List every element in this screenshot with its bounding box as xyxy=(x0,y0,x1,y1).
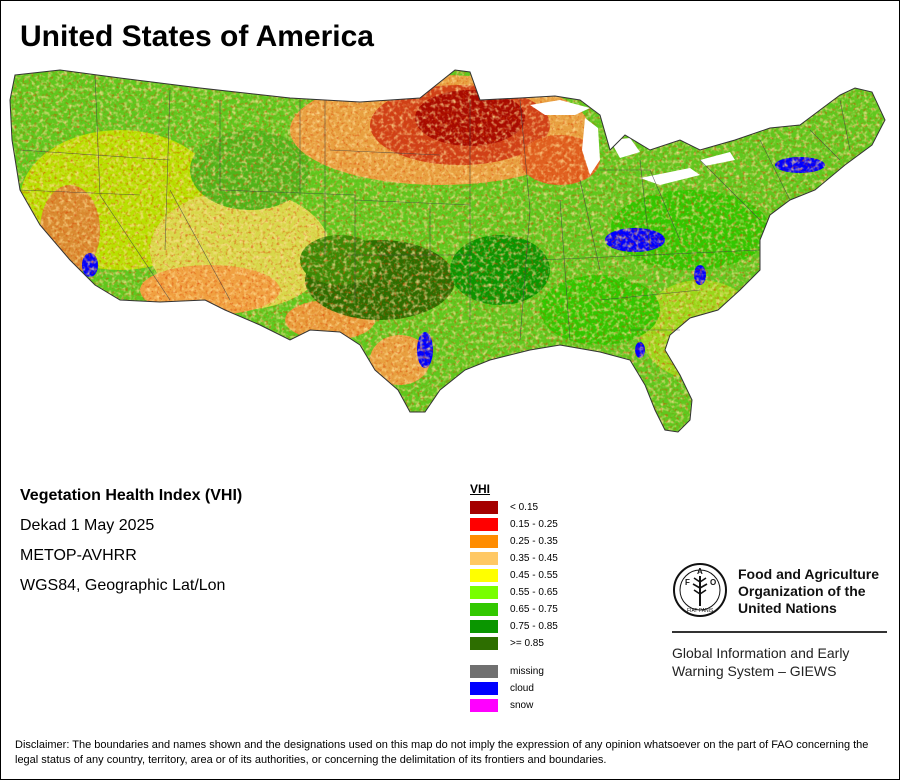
legend-swatch xyxy=(470,586,498,599)
legend-label: < 0.15 xyxy=(510,502,539,513)
legend-item: 0.75 - 0.85 xyxy=(470,620,558,633)
fao-organization-name: Food and Agriculture Organization of the… xyxy=(738,566,879,617)
legend-label: 0.45 - 0.55 xyxy=(510,570,558,581)
divider xyxy=(672,631,887,633)
legend-item: 0.15 - 0.25 xyxy=(470,518,558,531)
legend-swatch xyxy=(470,620,498,633)
legend-swatch xyxy=(470,569,498,582)
legend-swatch xyxy=(470,518,498,531)
giews-line: Global Information and Early xyxy=(672,645,850,661)
projection-label: WGS84, Geographic Lat/Lon xyxy=(20,577,226,594)
legend-item: 0.45 - 0.55 xyxy=(470,569,558,582)
svg-text:O: O xyxy=(710,578,716,587)
fao-name-line: Food and Agriculture xyxy=(738,566,880,582)
legend-item-missing: missing xyxy=(470,665,544,678)
legend-item: 0.35 - 0.45 xyxy=(470,552,558,565)
legend-swatch xyxy=(470,603,498,616)
legend-swatch xyxy=(470,682,498,695)
disclaimer: Disclaimer: The boundaries and names sho… xyxy=(15,739,869,766)
legend-swatch xyxy=(470,699,498,712)
legend-item: 0.25 - 0.35 xyxy=(470,535,558,548)
giews-line: Warning System – GIEWS xyxy=(672,663,837,679)
legend-label: 0.25 - 0.35 xyxy=(510,536,558,547)
legend-item-cloud: cloud xyxy=(470,682,534,695)
legend-label: 0.55 - 0.65 xyxy=(510,587,558,598)
vhi-map xyxy=(9,69,886,433)
legend-swatch xyxy=(470,552,498,565)
legend-label: 0.65 - 0.75 xyxy=(510,604,558,615)
legend-label: cloud xyxy=(510,683,534,694)
svg-text:FIAT PANIS: FIAT PANIS xyxy=(687,608,714,614)
legend-swatch xyxy=(470,501,498,514)
map-title: United States of America xyxy=(20,20,374,53)
fao-name-line: United Nations xyxy=(738,600,837,616)
svg-text:F: F xyxy=(685,578,690,587)
legend-title: VHI xyxy=(470,482,491,496)
index-heading: Vegetation Health Index (VHI) xyxy=(20,487,243,504)
legend-label: >= 0.85 xyxy=(510,638,544,649)
legend-item: 0.65 - 0.75 xyxy=(470,603,558,616)
legend-item-snow: snow xyxy=(470,699,533,712)
fao-name-line: Organization of the xyxy=(738,583,866,599)
legend-swatch xyxy=(470,637,498,650)
legend-label: snow xyxy=(510,700,534,711)
dekad-label: Dekad 1 May 2025 xyxy=(20,517,155,534)
legend-swatch xyxy=(470,665,498,678)
fao-logo-icon: F A O FIAT PANIS xyxy=(673,563,727,617)
legend-item: 0.55 - 0.65 xyxy=(470,586,558,599)
legend-label: missing xyxy=(510,666,544,677)
legend-item: >= 0.85 xyxy=(470,637,544,650)
giews-label: Global Information and Early Warning Sys… xyxy=(672,644,849,680)
legend-swatch xyxy=(470,535,498,548)
svg-text:A: A xyxy=(697,567,703,576)
legend-label: 0.75 - 0.85 xyxy=(510,621,558,632)
legend-item: < 0.15 xyxy=(470,501,538,514)
legend-label: 0.35 - 0.45 xyxy=(510,553,558,564)
sensor-label: METOP-AVHRR xyxy=(20,547,137,564)
legend-label: 0.15 - 0.25 xyxy=(510,519,558,530)
